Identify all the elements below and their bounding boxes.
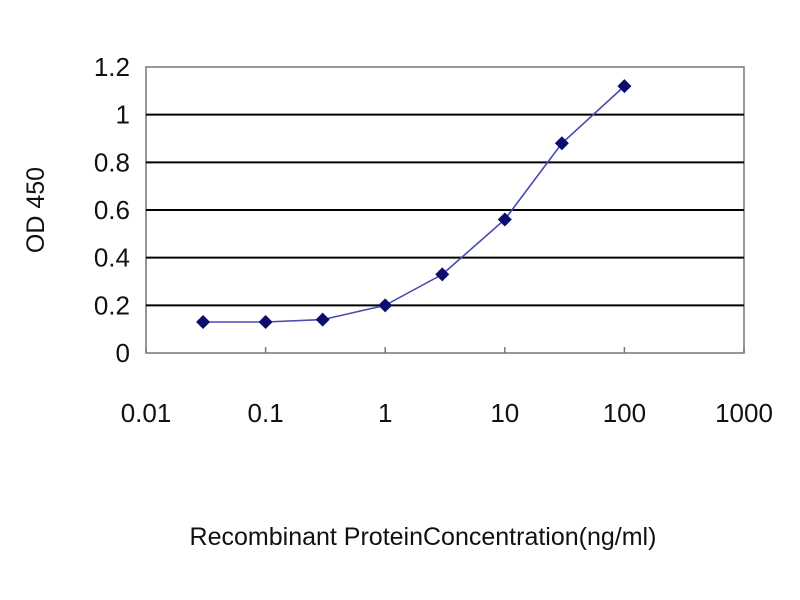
x-axis-label: Recombinant ProteinConcentration(ng/ml) [190,523,657,551]
y-tick-label: 0.4 [94,243,130,273]
data-point-diamond [554,136,569,151]
x-tick-label: 0.1 [248,398,284,428]
x-ticks [145,347,745,353]
data-point-diamond [315,312,330,327]
y-axis-label: OD 450 [22,167,50,253]
y-tick-label: 0.8 [94,147,130,177]
x-tick-label: 1000 [715,398,773,428]
y-gridlines [146,113,744,307]
x-tick-label: 0.01 [121,398,172,428]
y-tick-label: 0.2 [94,290,130,320]
data-point-diamond [196,315,211,330]
y-tick-label: 0 [116,338,130,368]
y-tick-label: 0.6 [94,195,130,225]
data-point-diamond [435,267,450,282]
data-point-diamond [258,315,273,330]
x-tick-label: 1 [378,398,392,428]
data-point-diamond [378,298,393,313]
data-series [196,79,632,330]
data-point-diamond [617,79,632,94]
data-point-diamond [497,212,512,227]
x-tick-label: 100 [603,398,646,428]
y-tick-label: 1.2 [94,52,130,82]
x-tick-label: 10 [490,398,519,428]
y-tick-labels: 0 0.2 0.4 0.6 0.8 1 1.2 [94,52,130,368]
x-tick-labels: 0.01 0.1 1 10 100 1000 [121,398,773,428]
y-tick-label: 1 [116,100,130,130]
series-line [203,85,625,323]
